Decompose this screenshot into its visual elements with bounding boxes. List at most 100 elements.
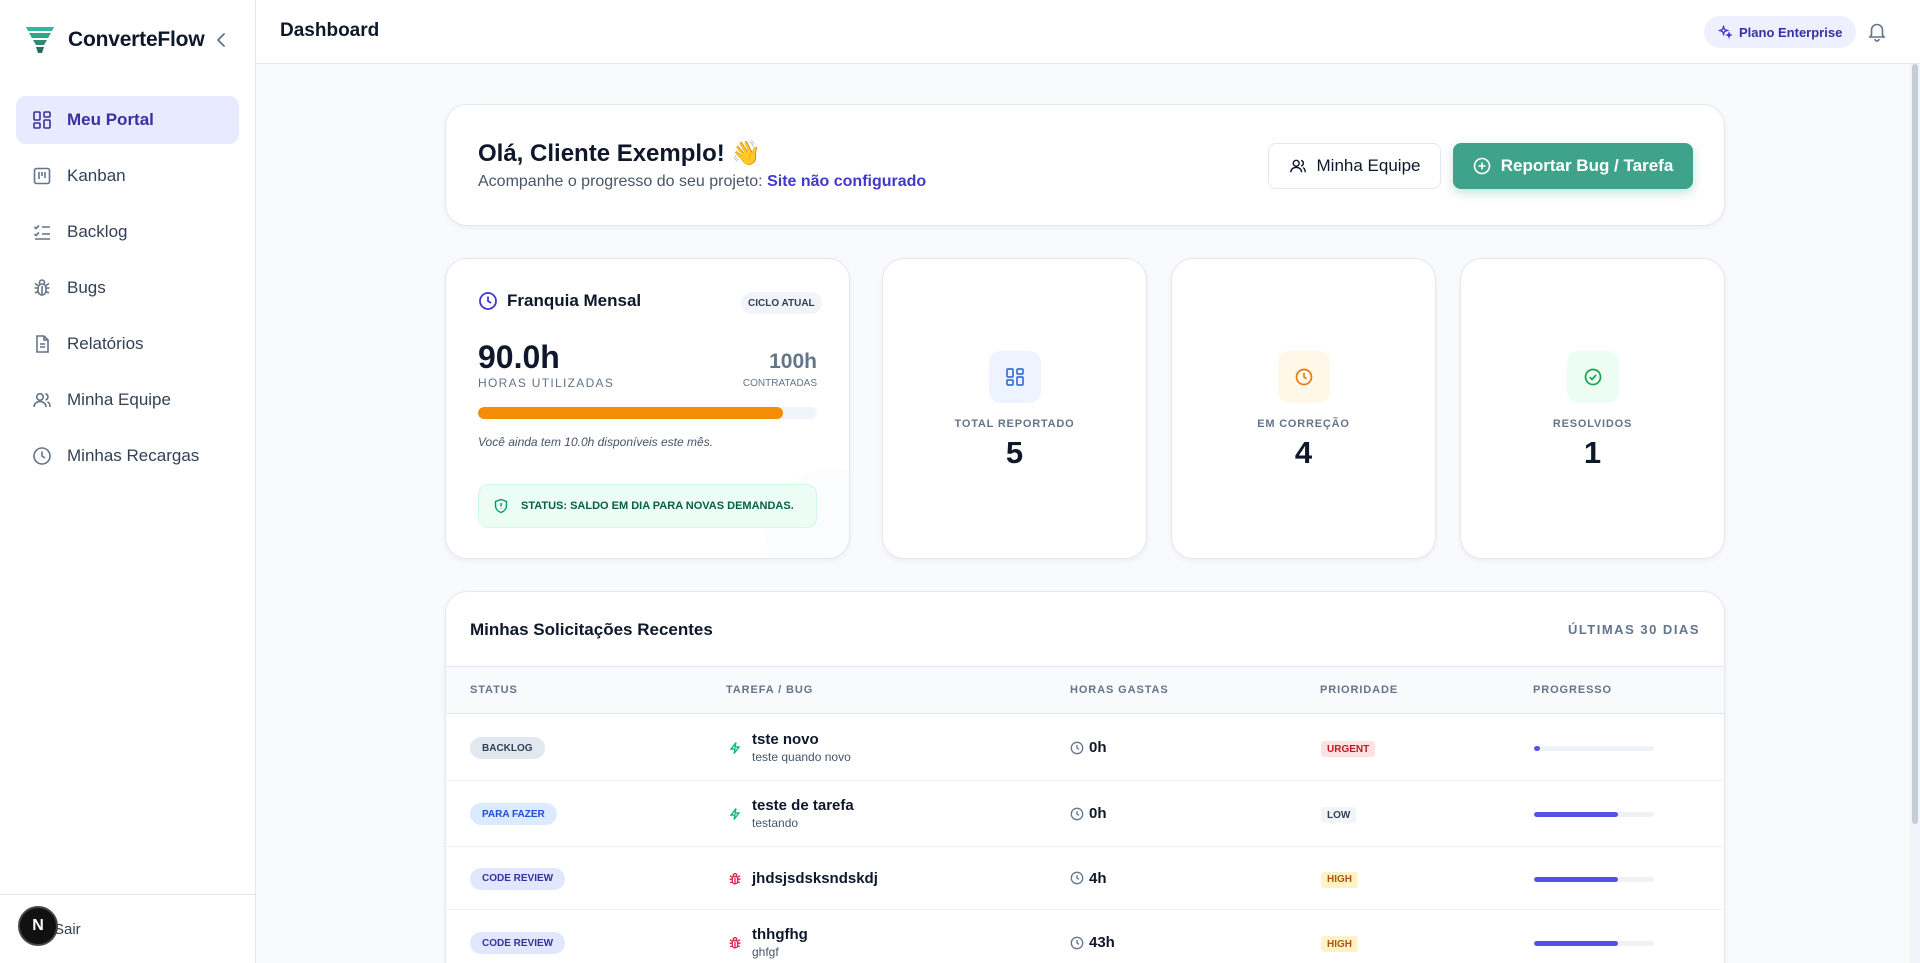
hours-spent: 4h	[1070, 870, 1107, 887]
report-bug-button[interactable]: Reportar Bug / Tarefa	[1453, 143, 1693, 189]
progress-bar	[1534, 746, 1654, 751]
welcome-subtitle: Acompanhe o progresso do seu projeto: Si…	[478, 173, 926, 191]
stat-icon-box	[1567, 351, 1619, 403]
progress-bar	[1534, 876, 1654, 882]
sidebar-item-kanban[interactable]: Kanban	[16, 152, 239, 200]
clock-icon	[1070, 936, 1084, 949]
bug-icon	[728, 872, 742, 886]
progress-bar-fill	[1534, 941, 1618, 946]
team-button-label: Minha Equipe	[1316, 156, 1421, 175]
franquia-title: Franquia Mensal	[478, 291, 641, 311]
column-header-task: TAREFA / BUG	[726, 684, 814, 696]
stat-card-resolved: RESOLVIDOS 1	[1460, 258, 1725, 559]
main-scrollbar[interactable]	[1910, 64, 1920, 963]
hours-contracted-label: CONTRATADAS	[742, 378, 817, 389]
table-row[interactable]: CODE REVIEW thhgfhg ghfgf 43h HIGH	[446, 910, 1724, 963]
status-banner: STATUS: SALDO EM DIA PARA NOVAS DEMANDAS…	[478, 484, 817, 528]
zap-icon	[728, 741, 742, 755]
sidebar: ConverteFlow Meu Portal Kanban Backlog	[0, 0, 256, 963]
task-subtitle: teste quando novo	[752, 750, 851, 764]
file-text-icon	[32, 334, 52, 354]
brand-name: ConverteFlow	[68, 28, 205, 51]
priority-badge: HIGH	[1321, 936, 1358, 952]
sidebar-item-label: Backlog	[67, 222, 128, 241]
sidebar-nav: Meu Portal Kanban Backlog Bugs Relatório…	[16, 96, 239, 488]
status-badge: BACKLOG	[470, 737, 545, 759]
sidebar-item-minha-equipe[interactable]: Minha Equipe	[16, 376, 239, 424]
sidebar-item-label: Relatórios	[67, 334, 144, 353]
task-title[interactable]: thhgfhg	[752, 926, 808, 943]
stat-label: EM CORREÇÃO	[1257, 418, 1350, 430]
list-check-icon	[32, 222, 52, 242]
stat-value: 5	[1005, 435, 1024, 470]
task-title[interactable]: tste novo	[752, 731, 819, 748]
sidebar-item-meu-portal[interactable]: Meu Portal	[16, 96, 239, 144]
sidebar-item-backlog[interactable]: Backlog	[16, 208, 239, 256]
status-cell: BACKLOG	[470, 737, 545, 759]
remaining-hours-text: Você ainda tem 10.0h disponíveis este mê…	[478, 435, 714, 449]
stat-value: 4	[1294, 435, 1313, 470]
table-row[interactable]: PARA FAZER teste de tarefa testando 0h LOW	[446, 781, 1724, 847]
hours-spent: 0h	[1070, 805, 1107, 822]
table-header: STATUS TAREFA / BUG HORAS GASTAS PRIORID…	[446, 666, 1724, 714]
page-title: Dashboard	[280, 20, 380, 41]
hours-spent: 0h	[1070, 739, 1107, 756]
stat-value: 1	[1583, 435, 1602, 470]
franquia-title-text: Franquia Mensal	[507, 291, 642, 310]
plan-badge-label: Plano Enterprise	[1739, 24, 1843, 40]
plan-badge[interactable]: Plano Enterprise	[1704, 16, 1857, 48]
column-header-priority: PRIORIDADE	[1320, 684, 1399, 696]
usage-progress-fill	[478, 407, 784, 419]
progress-bar-fill	[1534, 812, 1618, 817]
stat-label: RESOLVIDOS	[1552, 418, 1633, 430]
funnel-logo-icon	[26, 27, 54, 53]
task-subtitle: testando	[752, 816, 799, 830]
stat-icon-box	[1278, 351, 1330, 403]
bug-icon	[32, 278, 52, 298]
logout-button[interactable]: Sair	[54, 921, 81, 938]
cycle-badge: CICLO ATUAL	[741, 292, 822, 314]
sidebar-item-relatorios[interactable]: Relatórios	[16, 320, 239, 368]
bug-icon	[728, 936, 742, 950]
sidebar-item-label: Minhas Recargas	[67, 446, 200, 465]
team-button[interactable]: Minha Equipe	[1268, 143, 1441, 189]
stat-label: TOTAL REPORTADO	[954, 418, 1075, 430]
scrollbar-thumb[interactable]	[1912, 64, 1918, 824]
progress-bar-fill	[1534, 746, 1540, 751]
sidebar-item-bugs[interactable]: Bugs	[16, 264, 239, 312]
sidebar-item-minhas-recargas[interactable]: Minhas Recargas	[16, 432, 239, 480]
hours-spent: 43h	[1070, 934, 1115, 951]
shield-icon	[494, 498, 508, 514]
stat-card-total: TOTAL REPORTADO 5	[882, 258, 1147, 559]
table-row[interactable]: BACKLOG tste novo teste quando novo 0h URGEN…	[446, 715, 1724, 781]
column-header-progress: PROGRESSO	[1533, 684, 1613, 696]
hours-used-label: HORAS UTILIZADAS	[478, 376, 615, 390]
kanban-icon	[32, 166, 52, 186]
bell-icon[interactable]	[1866, 20, 1888, 42]
recent-requests-card: Minhas Solicitações Recentes ÚLTIMAS 30 …	[445, 591, 1725, 963]
usage-progress-bar	[478, 407, 817, 419]
table-row[interactable]: CODE REVIEW jhdsjsdsksndskdj 4h HIGH	[446, 847, 1724, 910]
sidebar-item-label: Kanban	[67, 166, 126, 185]
brand[interactable]: ConverteFlow	[24, 24, 205, 56]
clock-icon	[32, 446, 52, 466]
task-title[interactable]: jhdsjsdsksndskdj	[752, 869, 878, 887]
clock-icon	[479, 292, 497, 310]
dashboard-icon	[1006, 368, 1024, 386]
task-title[interactable]: teste de tarefa	[752, 797, 854, 814]
plus-circle-icon	[1473, 157, 1491, 175]
avatar[interactable]: N	[18, 906, 58, 946]
top-header: Dashboard Plano Enterprise	[256, 0, 1920, 64]
zap-icon	[728, 807, 742, 821]
priority-badge: URGENT	[1321, 741, 1376, 757]
franquia-card: Franquia Mensal CICLO ATUAL 90.0h HORAS …	[445, 258, 850, 559]
priority-badge: LOW	[1321, 807, 1357, 823]
status-cell: CODE REVIEW	[470, 867, 566, 890]
chevron-left-icon[interactable]	[214, 30, 228, 50]
stat-icon-box	[989, 351, 1041, 403]
date-range-label: ÚLTIMAS 30 DIAS	[1567, 622, 1700, 637]
site-link[interactable]: Site não configurado	[767, 173, 927, 190]
hours-value: 43h	[1089, 934, 1115, 951]
dashboard-icon	[32, 110, 52, 130]
welcome-subtitle-text: Acompanhe o progresso do seu projeto:	[478, 173, 763, 190]
